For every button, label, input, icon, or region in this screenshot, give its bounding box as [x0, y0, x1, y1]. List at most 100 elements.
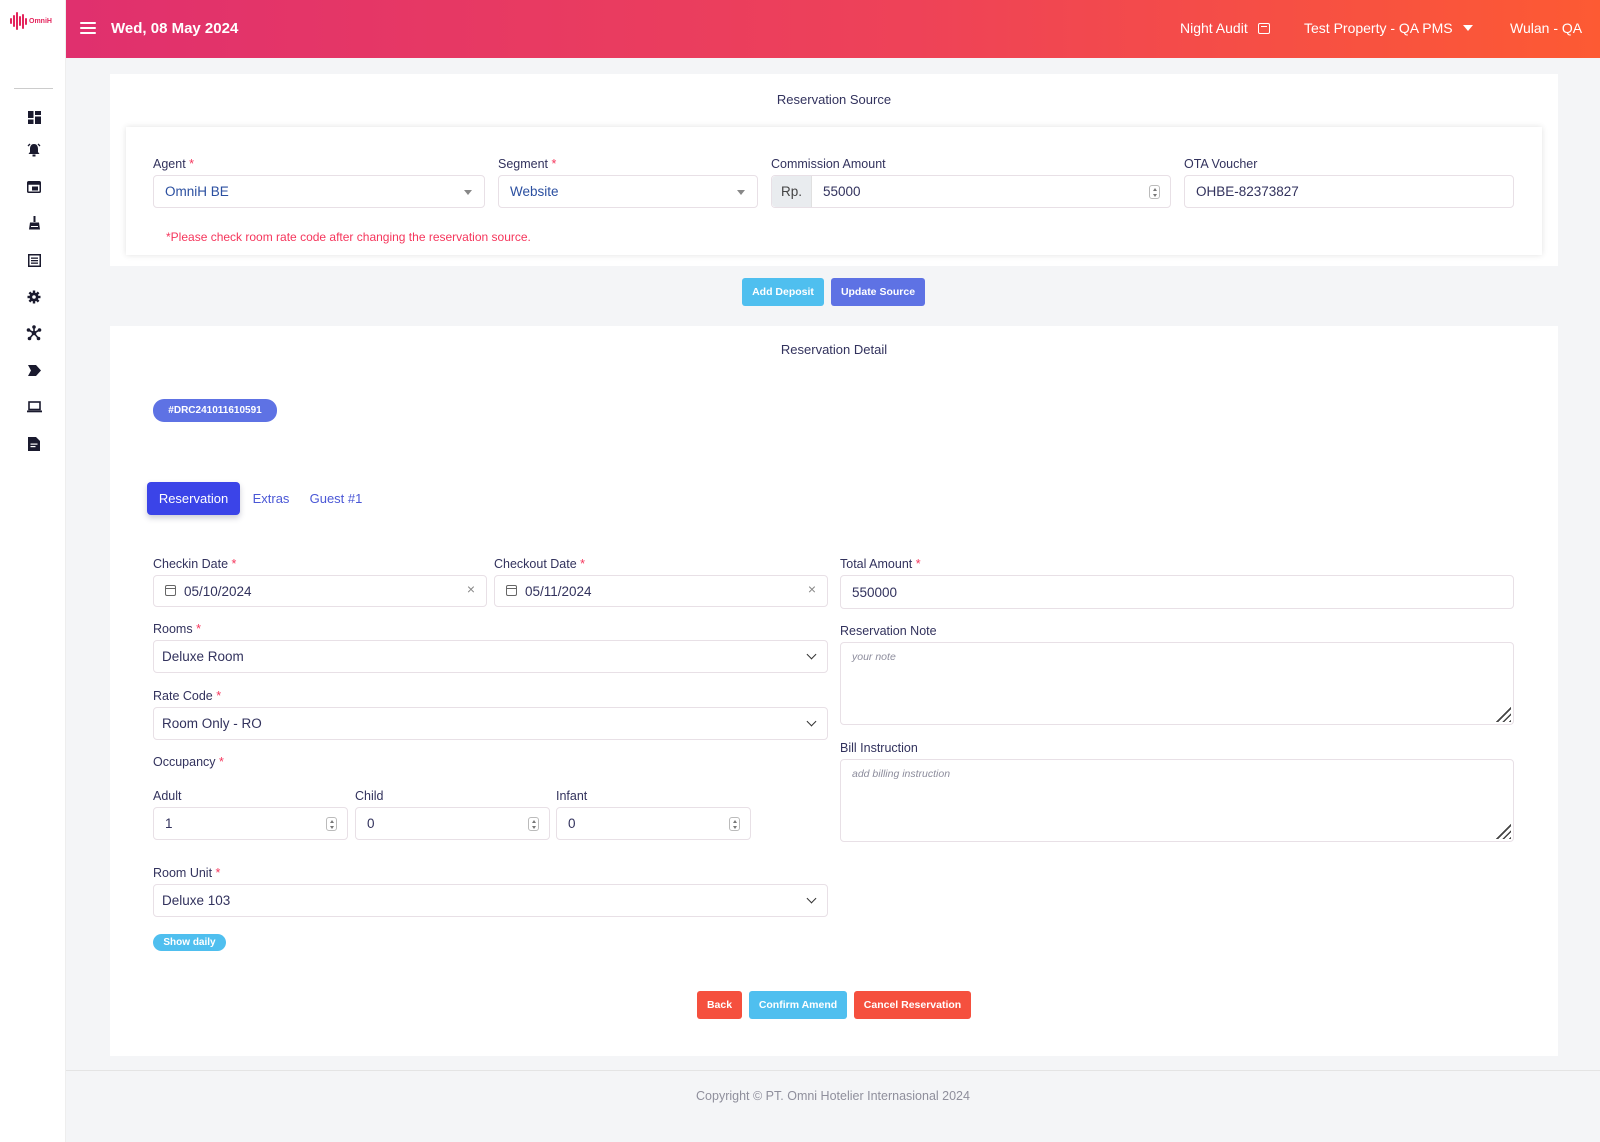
rooms-selected-value: Deluxe Room	[162, 649, 244, 664]
room-unit-select[interactable]: Deluxe 103	[153, 884, 828, 917]
resize-handle-icon[interactable]	[1495, 823, 1511, 839]
resize-handle-icon[interactable]	[1495, 706, 1511, 722]
menu-toggle-icon[interactable]	[80, 22, 96, 34]
booking-code-badge: #DRC241011610591	[153, 399, 277, 422]
number-spinner-icon[interactable]	[729, 817, 740, 831]
room-unit-label: Room Unit *	[153, 866, 221, 880]
bill-instruction-placeholder: add billing instruction	[852, 768, 951, 780]
infant-label: Infant	[556, 789, 588, 803]
checkin-label: Checkin Date *	[153, 557, 237, 571]
child-label: Child	[355, 789, 384, 803]
child-input[interactable]: 0	[355, 807, 550, 840]
report-list-icon[interactable]	[26, 252, 42, 268]
caret-down-icon	[1462, 25, 1473, 31]
child-value: 0	[367, 816, 375, 831]
tab-reservation[interactable]: Reservation	[147, 482, 240, 515]
adult-label: Adult	[153, 789, 182, 803]
footer: Copyright © PT. Omni Hotelier Internasio…	[66, 1070, 1600, 1142]
reservation-note-placeholder: your note	[852, 651, 896, 663]
checkout-date-value: 05/11/2024	[525, 583, 592, 599]
update-source-button[interactable]: Update Source	[831, 278, 925, 306]
source-change-warning: *Please check room rate code after chang…	[166, 230, 531, 244]
cancel-reservation-button[interactable]: Cancel Reservation	[854, 991, 971, 1019]
commission-value: 55000	[823, 184, 861, 199]
number-spinner-icon[interactable]	[528, 817, 539, 831]
segment-selected-value: Website	[510, 184, 559, 199]
reservation-detail-title: Reservation Detail	[780, 342, 888, 357]
ota-voucher-input[interactable]: OHBE-82373827	[1184, 175, 1514, 208]
ota-voucher-value: OHBE-82373827	[1196, 184, 1299, 199]
checkout-label: Checkout Date *	[494, 557, 586, 571]
commission-label: Commission Amount	[771, 157, 886, 171]
occupancy-label: Occupancy *	[153, 755, 224, 769]
calendar-icon	[165, 585, 176, 596]
adult-value: 1	[165, 816, 173, 831]
commission-input[interactable]: Rp. 55000	[771, 175, 1171, 208]
clear-icon[interactable]: ×	[466, 581, 475, 597]
window-icon[interactable]	[26, 179, 42, 195]
bill-instruction-textarea[interactable]: add billing instruction	[840, 759, 1514, 842]
calendar-icon	[506, 585, 517, 596]
show-daily-button[interactable]: Show daily	[153, 934, 226, 951]
calendar-check-icon	[1257, 22, 1270, 34]
property-name: Test Property - QA PMS	[1304, 20, 1453, 36]
number-spinner-icon[interactable]	[1149, 185, 1160, 199]
number-spinner-icon[interactable]	[326, 817, 337, 831]
reservation-source-form: Agent * OmniH BE Segment * Website Commi…	[126, 127, 1542, 255]
currency-prefix: Rp.	[772, 176, 812, 207]
back-button[interactable]: Back	[697, 991, 742, 1019]
dashboard-icon[interactable]	[26, 109, 42, 125]
checkin-date-value: 05/10/2024	[184, 583, 252, 599]
segment-select[interactable]: Website	[498, 175, 758, 208]
laptop-icon[interactable]	[26, 399, 42, 415]
rooms-select[interactable]: Deluxe Room	[153, 640, 828, 673]
adult-input[interactable]: 1	[153, 807, 348, 840]
agent-selected-value: OmniH BE	[165, 184, 229, 199]
agent-label: Agent *	[153, 157, 195, 171]
add-deposit-button[interactable]: Add Deposit	[742, 278, 824, 306]
current-date: Wed, 08 May 2024	[111, 20, 239, 37]
chevron-down-icon	[806, 893, 817, 904]
caret-down-icon	[464, 190, 472, 195]
property-dropdown[interactable]: Test Property - QA PMS	[1304, 20, 1473, 36]
chevron-down-icon	[806, 716, 817, 727]
top-navbar: Wed, 08 May 2024 Night Audit Test Proper…	[66, 0, 1600, 58]
reservation-note-textarea[interactable]: your note	[840, 642, 1514, 725]
sidebar: OmniH	[0, 0, 66, 1142]
sidebar-divider	[14, 88, 53, 89]
checkout-date-input[interactable]: 05/11/2024 ×	[494, 575, 828, 607]
rooms-label: Rooms *	[153, 622, 201, 636]
rate-code-select[interactable]: Room Only - RO	[153, 707, 828, 740]
reservation-source-title: Reservation Source	[776, 92, 892, 107]
agent-select[interactable]: OmniH BE	[153, 175, 485, 208]
logo-mark-icon	[10, 12, 27, 30]
omnih-logo[interactable]: OmniH	[10, 10, 56, 32]
reservation-note-label: Reservation Note	[840, 624, 937, 638]
network-icon[interactable]	[26, 325, 42, 341]
caret-down-icon	[737, 190, 745, 195]
user-menu[interactable]: Wulan - QA	[1510, 20, 1583, 36]
total-amount-label: Total Amount *	[840, 557, 921, 571]
tab-guest-1[interactable]: Guest #1	[309, 491, 363, 506]
tab-extras[interactable]: Extras	[252, 491, 290, 506]
confirm-amend-button[interactable]: Confirm Amend	[749, 991, 847, 1019]
file-icon[interactable]	[26, 436, 42, 452]
room-unit-selected-value: Deluxe 103	[162, 893, 231, 908]
housekeeping-icon[interactable]	[26, 215, 42, 231]
clear-icon[interactable]: ×	[807, 581, 816, 597]
total-amount-input[interactable]: 550000	[840, 575, 1514, 609]
reservation-detail-card: Reservation Detail #DRC241011610591 Rese…	[110, 326, 1558, 1056]
tag-icon[interactable]	[26, 362, 42, 378]
chevron-down-icon	[806, 649, 817, 660]
night-audit-label: Night Audit	[1180, 20, 1248, 36]
gear-icon[interactable]	[26, 289, 42, 305]
rate-code-selected-value: Room Only - RO	[162, 716, 262, 731]
rate-code-label: Rate Code *	[153, 689, 222, 703]
night-audit-link[interactable]: Night Audit	[1180, 20, 1270, 36]
ota-voucher-label: OTA Voucher	[1184, 157, 1258, 171]
alarm-bell-icon[interactable]	[26, 142, 42, 158]
segment-label: Segment *	[498, 157, 557, 171]
copyright-text: Copyright © PT. Omni Hotelier Internasio…	[696, 1089, 970, 1103]
checkin-date-input[interactable]: 05/10/2024 ×	[153, 575, 487, 607]
infant-input[interactable]: 0	[556, 807, 751, 840]
